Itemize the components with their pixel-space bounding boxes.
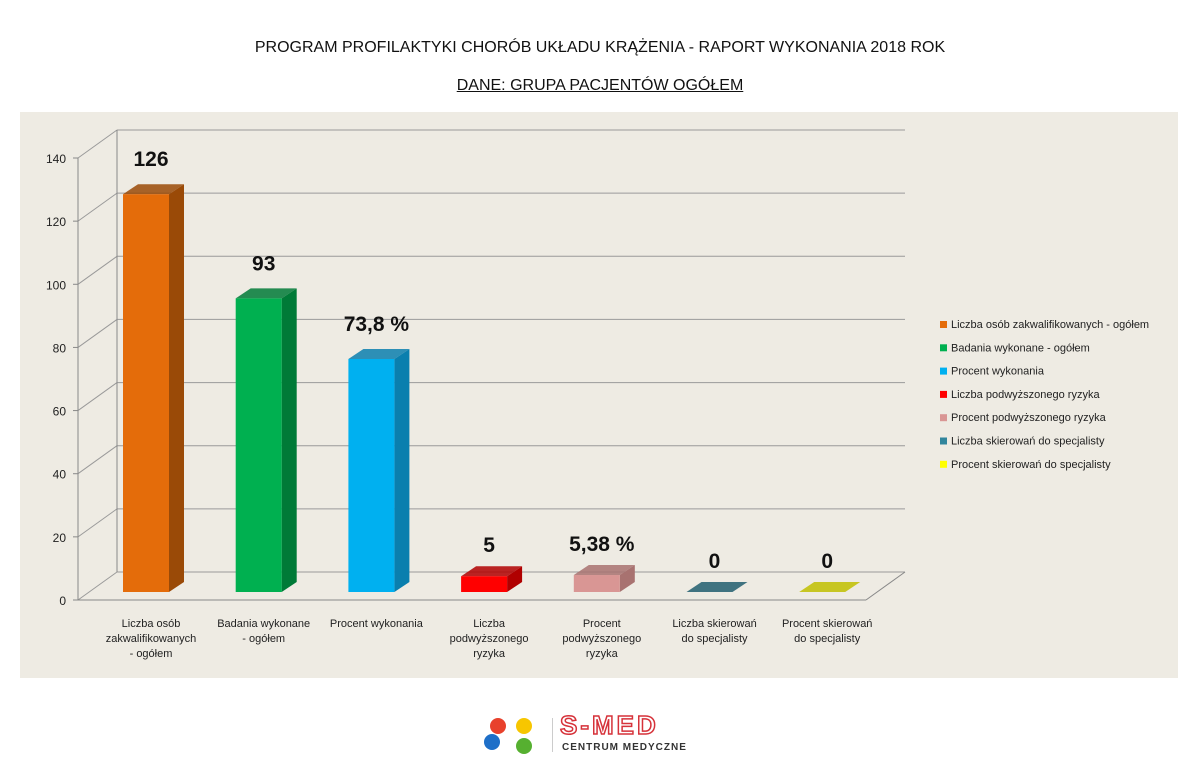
gridline-diagonal bbox=[77, 192, 118, 222]
bar-top bbox=[348, 349, 410, 360]
data-label: 73,8 % bbox=[344, 313, 410, 336]
legend-item: Liczba osób zakwalifikowanych - ogółem bbox=[951, 319, 1149, 331]
legend-swatch bbox=[940, 437, 947, 445]
x-category-line: Liczba osób bbox=[122, 618, 181, 630]
legend-swatch bbox=[940, 460, 947, 468]
bar-side bbox=[394, 349, 410, 592]
x-category-line: podwyższonego bbox=[562, 633, 641, 645]
gridline-diagonal bbox=[77, 129, 118, 159]
y-tick-label: 40 bbox=[53, 468, 67, 482]
y-tick-label: 60 bbox=[53, 405, 67, 419]
legend-item: Liczba podwyższonego ryzyka bbox=[951, 389, 1100, 401]
legend-item: Liczba skierowań do specjalisty bbox=[951, 436, 1105, 448]
bar bbox=[235, 298, 282, 592]
y-tick-label: 20 bbox=[53, 531, 67, 545]
data-label: 5 bbox=[483, 534, 495, 557]
bar-top bbox=[461, 566, 523, 577]
legend-item: Procent skierowań do specjalisty bbox=[951, 459, 1111, 471]
legend-swatch bbox=[940, 414, 947, 422]
y-tick-label: 140 bbox=[46, 152, 66, 166]
bar bbox=[348, 359, 395, 592]
x-category-line: ryzyka bbox=[473, 648, 506, 660]
floor-edge bbox=[865, 571, 906, 601]
x-category-label: Liczba osób zakwalifikowanych - ogółem bbox=[106, 618, 196, 660]
x-category-label: Procent skierowań do specjalisty bbox=[782, 618, 873, 645]
bar bbox=[123, 194, 169, 592]
x-category-line: Liczba skierowań bbox=[672, 618, 756, 630]
x-category-line: Procent wykonania bbox=[330, 618, 424, 630]
data-label: 0 bbox=[821, 550, 833, 573]
bar bbox=[573, 575, 620, 592]
gridline-diagonal bbox=[77, 382, 118, 411]
data-label: 126 bbox=[133, 148, 168, 171]
x-category-label: Liczba skierowań do specjalisty bbox=[672, 618, 756, 645]
x-category-label: Procent podwyższonego ryzyka bbox=[562, 618, 641, 660]
legend-item: Procent wykonania bbox=[951, 366, 1045, 378]
legend-swatch bbox=[940, 367, 947, 375]
bar-top bbox=[123, 184, 184, 195]
y-tick-label: 0 bbox=[59, 594, 66, 608]
legend-swatch bbox=[940, 390, 947, 398]
x-category-line: - ogółem bbox=[130, 648, 173, 660]
logo-icon bbox=[484, 718, 532, 754]
y-tick-label: 100 bbox=[46, 278, 66, 292]
bar-top bbox=[573, 565, 635, 576]
bar-side bbox=[169, 184, 184, 592]
logo: S-MED CENTRUM MEDYCZNE bbox=[478, 710, 748, 758]
x-category-line: Procent bbox=[583, 618, 621, 630]
gridline-diagonal bbox=[77, 319, 118, 348]
bar-top bbox=[686, 582, 748, 592]
x-category-line: zakwalifikowanych bbox=[106, 633, 196, 645]
bar-side bbox=[619, 565, 635, 592]
x-category-line: do specjalisty bbox=[794, 633, 861, 645]
bar-side bbox=[507, 566, 523, 592]
data-label: 5,38 % bbox=[569, 533, 635, 556]
gridline-diagonal bbox=[77, 255, 118, 285]
gridline-diagonal bbox=[77, 571, 118, 601]
y-tick-label: 80 bbox=[53, 341, 67, 355]
bar-side bbox=[281, 288, 297, 592]
bar-top bbox=[235, 288, 297, 299]
bar-top bbox=[799, 582, 861, 592]
page-title: PROGRAM PROFILAKTYKI CHORÓB UKŁADU KRĄŻE… bbox=[254, 39, 946, 56]
x-category-line: Badania wykonane bbox=[217, 618, 310, 630]
legend-swatch bbox=[940, 321, 947, 328]
x-category-line: ryzyka bbox=[586, 648, 619, 660]
legend-item: Badania wykonane - ogółem bbox=[951, 342, 1090, 354]
gridline-diagonal bbox=[77, 508, 118, 538]
data-label: 93 bbox=[252, 252, 275, 275]
logo-name: S-MED bbox=[559, 710, 659, 740]
data-label: 0 bbox=[709, 550, 721, 573]
x-category-line: Liczba bbox=[473, 618, 506, 630]
x-category-label: Procent wykonania bbox=[330, 618, 424, 630]
y-tick-label: 120 bbox=[46, 215, 66, 229]
gridline-diagonal bbox=[77, 445, 118, 475]
bar bbox=[461, 576, 508, 592]
legend-item: Procent podwyższonego ryzyka bbox=[951, 412, 1107, 424]
x-category-line: podwyższonego bbox=[450, 633, 529, 645]
x-category-line: do specjalisty bbox=[681, 633, 748, 645]
page-subtitle: DANE: GRUPA PACJENTÓW OGÓŁEM bbox=[456, 77, 744, 94]
x-category-line: - ogółem bbox=[242, 633, 285, 645]
legend-swatch bbox=[940, 344, 947, 352]
logo-tagline: CENTRUM MEDYCZNE bbox=[562, 742, 687, 753]
x-category-label: Liczba podwyższonego ryzyka bbox=[450, 618, 529, 660]
x-category-line: Procent skierowań bbox=[782, 618, 873, 630]
x-category-label: Badania wykonane - ogółem bbox=[217, 618, 310, 645]
logo-divider bbox=[552, 718, 553, 752]
